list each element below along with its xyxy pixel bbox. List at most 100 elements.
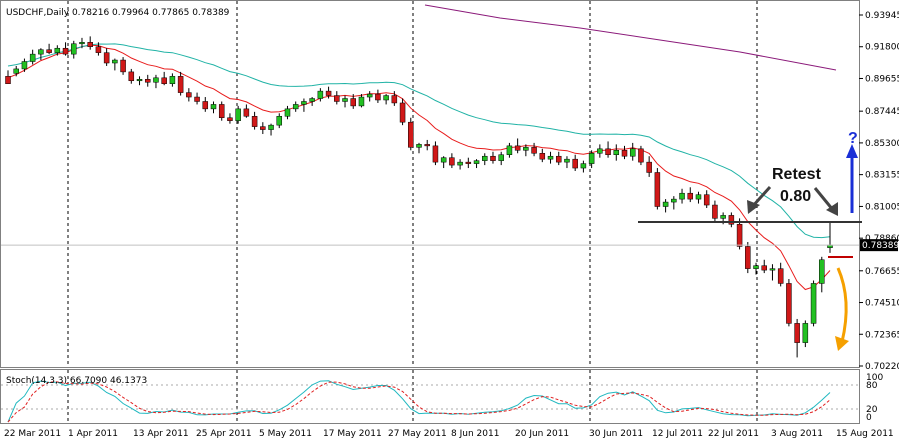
bull-candle [482, 155, 488, 161]
bull-candle [588, 153, 595, 164]
price-tick-label: 0.93945 [865, 11, 899, 21]
bull-candle [613, 150, 620, 155]
bull-candle [79, 42, 85, 45]
bear-candle [103, 52, 110, 64]
bull-candle [457, 161, 463, 166]
bull-candle [547, 155, 554, 160]
bear-candle [161, 77, 167, 84]
bear-candle [736, 224, 743, 247]
moving-averages [7, 4, 837, 291]
bear-candle [654, 172, 661, 207]
bear-candle [87, 42, 93, 47]
bull-candle [342, 98, 348, 102]
bull-candle [235, 108, 241, 121]
bull-candle [753, 265, 759, 269]
bull-candle [662, 201, 669, 207]
bear-candle [605, 148, 611, 155]
current-price-box [860, 239, 898, 252]
bear-candle [408, 121, 414, 148]
stochastic-signal-line [7, 381, 831, 423]
price-tick-label: 0.74510 [865, 299, 899, 309]
time-grid [67, 1, 758, 423]
time-axis: 22 Mar 2011 1 Apr 2011 13 Apr 2011 25 Apr 2… [4, 429, 894, 439]
bear-candle [539, 153, 546, 160]
bull-candle [810, 283, 817, 324]
bull-candle [284, 108, 291, 117]
bull-candle [523, 147, 529, 151]
bull-candle [720, 215, 726, 219]
bear-candle [646, 161, 652, 173]
bear-candle [728, 215, 735, 225]
price-tick-label: 0.83155 [865, 171, 899, 181]
fast-moving-average [7, 44, 831, 291]
date-tick-label: 22 Mar 2011 [4, 429, 61, 439]
price-axis: 0.93945 0.91800 0.89655 0.87445 0.85300 0.831… [1, 11, 899, 372]
retest-price-label: 0.80 [780, 188, 811, 205]
bear-candle [465, 161, 472, 164]
bull-candle [38, 49, 44, 55]
bull-candle [21, 61, 28, 70]
stochastic-main-line [7, 380, 831, 423]
bull-candle [366, 93, 373, 98]
bull-candle [679, 192, 685, 200]
bear-candle [712, 204, 718, 219]
bear-candle [424, 144, 430, 147]
date-tick-label: 15 Aug 2011 [836, 429, 894, 439]
stochastic-tick-label: 80 [866, 381, 878, 391]
stochastic-panel-frame [0, 369, 860, 424]
slow-moving-average [424, 4, 837, 71]
bear-candle [5, 76, 11, 84]
bull-candle [276, 116, 283, 126]
bull-candle [580, 163, 587, 169]
bear-candle [761, 265, 767, 271]
stochastic-tick-label: 0 [866, 413, 872, 423]
bull-candle [498, 154, 504, 161]
bear-candle [786, 283, 792, 324]
bear-candle [572, 158, 578, 169]
bear-candle [703, 194, 710, 206]
bear-candle [621, 150, 628, 157]
candles [5, 36, 833, 358]
bull-candle [268, 124, 274, 130]
bear-candle [745, 246, 751, 269]
current-price-label: 0.78389 [862, 241, 899, 251]
bull-candle [301, 101, 307, 105]
bull-candle [292, 104, 299, 110]
price-tick-label: 0.91800 [865, 43, 899, 53]
bear-candle [128, 71, 135, 82]
date-tick-label: 1 Apr 2011 [68, 429, 118, 439]
bull-candle [13, 68, 19, 74]
bear-candle [62, 47, 69, 55]
date-tick-label: 25 Apr 2011 [196, 429, 252, 439]
retest-arrow-left-icon [747, 185, 772, 214]
bear-candle [186, 92, 192, 98]
price-tick-label: 0.72365 [865, 330, 899, 340]
bear-candle [95, 46, 102, 53]
bear-candle [391, 95, 398, 104]
date-tick-label: 5 May 2011 [259, 429, 312, 439]
bull-candle [769, 268, 776, 271]
mid-moving-average [7, 43, 831, 239]
bear-candle [325, 90, 332, 96]
bear-candle [120, 59, 126, 73]
bull-candle [71, 43, 77, 55]
bull-candle [416, 144, 422, 148]
bear-candle [218, 104, 225, 118]
bear-candle [194, 96, 200, 102]
price-tick-label: 0.89655 [865, 74, 899, 84]
price-tick-label: 0.87445 [865, 107, 899, 117]
bear-candle [177, 76, 184, 93]
bull-candle [473, 160, 480, 164]
bullish-arrow-icon [846, 144, 858, 213]
bear-candle [490, 155, 496, 161]
question-mark-label: ? [848, 130, 858, 147]
bear-candle [251, 116, 258, 127]
bear-candle [375, 93, 381, 101]
date-tick-label: 30 Jun 2011 [589, 429, 643, 439]
bear-candle [350, 98, 356, 107]
bull-candle [54, 47, 61, 53]
bear-candle [227, 117, 233, 121]
price-tick-label: 0.70220 [865, 362, 899, 372]
